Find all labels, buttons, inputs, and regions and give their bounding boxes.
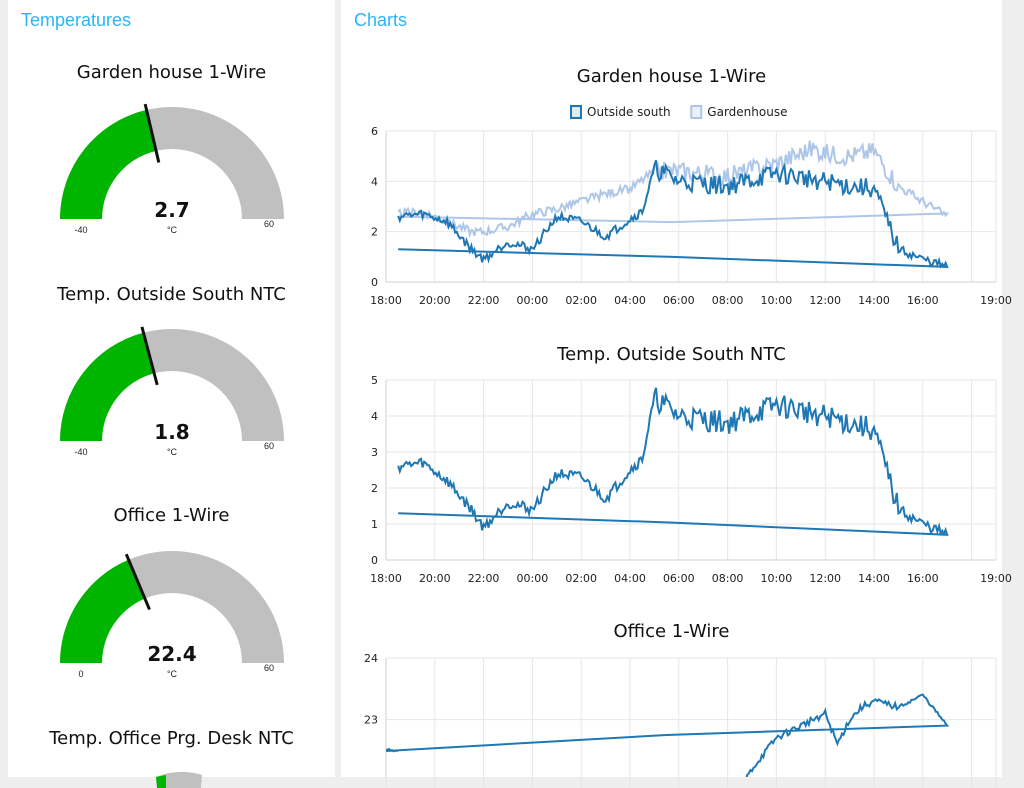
y-tick-label: 4 bbox=[371, 410, 378, 423]
chart-title: Garden house 1-Wire bbox=[576, 66, 767, 87]
legend-label: Outside south bbox=[587, 105, 671, 119]
x-tick-label: 19:00 bbox=[980, 294, 1012, 307]
gauge-min-label: -40 bbox=[74, 447, 87, 457]
y-tick-label: 23 bbox=[364, 714, 378, 727]
x-tick-label: 16:00 bbox=[907, 294, 939, 307]
y-tick-label: 6 bbox=[371, 125, 378, 138]
gauge-value: 2.7 bbox=[154, 198, 189, 222]
series-line bbox=[397, 140, 950, 239]
chart-title: Office 1-Wire bbox=[613, 621, 730, 642]
gauge-unit: °C bbox=[167, 669, 178, 679]
gauge-unit: °C bbox=[167, 225, 178, 235]
y-tick-label: 3 bbox=[371, 446, 378, 459]
temperatures-panel: Temperatures Garden house 1-Wire 2.7 °C -4… bbox=[8, 0, 335, 788]
legend-label: Gardenhouse bbox=[707, 105, 787, 119]
x-tick-label: 20:00 bbox=[419, 572, 451, 585]
temperatures-group-title: Temperatures bbox=[21, 10, 132, 30]
gauge-needle bbox=[140, 326, 159, 386]
legend-swatch bbox=[690, 105, 703, 119]
gauge-max-label: 60 bbox=[264, 441, 274, 451]
series-line bbox=[397, 159, 949, 269]
gauge-needle bbox=[124, 553, 151, 611]
y-tick-label: 5 bbox=[371, 374, 378, 387]
chart-outside-south: 0 1 2 3 4 5 18:00 20:00 22:00 00:00 02:00 04:00 06:0… bbox=[370, 374, 1012, 585]
gauge-min-label: 0 bbox=[78, 669, 83, 679]
chart-title: Temp. Outside South NTC bbox=[557, 344, 786, 365]
y-tick-label: 4 bbox=[371, 175, 378, 188]
x-tick-label: 19:00 bbox=[980, 572, 1012, 585]
gauge-max-label: 60 bbox=[264, 219, 274, 229]
gauge-title: Office 1-Wire bbox=[113, 505, 230, 526]
series-line bbox=[397, 387, 949, 537]
gauge-garden-house: 2.7 °C -40 60 bbox=[60, 103, 284, 235]
x-tick-label: 12:00 bbox=[809, 294, 841, 307]
chart-garden-house: 0 2 4 6 18:00 20:00 22:00 00:00 02:00 04:00 06:00 0… bbox=[370, 105, 1012, 307]
x-tick-label: 00:00 bbox=[517, 572, 549, 585]
x-tick-label: 18:00 bbox=[370, 294, 402, 307]
x-tick-label: 00:00 bbox=[517, 294, 549, 307]
x-tick-label: 04:00 bbox=[614, 294, 646, 307]
gauge-min-label: -40 bbox=[74, 225, 87, 235]
x-tick-label: 08:00 bbox=[712, 572, 744, 585]
gauge-value: 1.8 bbox=[154, 420, 189, 444]
x-tick-label: 22:00 bbox=[468, 294, 500, 307]
chart-office: 23 24 bbox=[364, 652, 997, 788]
x-tick-label: 16:00 bbox=[907, 572, 939, 585]
gauge-office-desk bbox=[156, 772, 202, 788]
gauge-title: Garden house 1-Wire bbox=[76, 62, 267, 83]
x-tick-label: 02:00 bbox=[565, 294, 597, 307]
x-tick-label: 02:00 bbox=[565, 572, 597, 585]
gauge-max-label: 60 bbox=[264, 663, 274, 673]
gauge-outside-south: 1.8 °C -40 60 bbox=[60, 326, 284, 457]
x-tick-label: 14:00 bbox=[858, 294, 890, 307]
gauge-fill bbox=[60, 559, 145, 663]
x-tick-label: 10:00 bbox=[761, 572, 793, 585]
x-tick-label: 10:00 bbox=[761, 294, 793, 307]
gauge-fill bbox=[60, 109, 157, 219]
charts-panel: Charts Garden house 1-Wire 0 2 4 6 18:00 20:0… bbox=[341, 0, 1012, 788]
gauge-title: Temp. Outside South NTC bbox=[57, 284, 286, 305]
x-tick-label: 04:00 bbox=[614, 572, 646, 585]
x-tick-label: 20:00 bbox=[419, 294, 451, 307]
gauge-office: 22.4 °C 0 60 bbox=[60, 551, 284, 679]
y-tick-label: 2 bbox=[371, 226, 378, 239]
series-line bbox=[386, 693, 950, 777]
y-tick-label: 2 bbox=[371, 482, 378, 495]
x-tick-label: 06:00 bbox=[663, 572, 695, 585]
gauge-unit: °C bbox=[167, 447, 178, 457]
x-tick-label: 14:00 bbox=[858, 572, 890, 585]
x-tick-label: 12:00 bbox=[809, 572, 841, 585]
y-tick-label: 0 bbox=[371, 554, 378, 567]
x-tick-label: 06:00 bbox=[663, 294, 695, 307]
x-tick-label: 18:00 bbox=[370, 572, 402, 585]
y-tick-label: 0 bbox=[371, 276, 378, 289]
gauge-needle bbox=[143, 103, 161, 163]
y-tick-label: 24 bbox=[364, 652, 378, 665]
y-tick-label: 1 bbox=[371, 518, 378, 531]
legend-swatch bbox=[570, 105, 582, 119]
gauge-fill bbox=[60, 332, 155, 441]
gauge-title: Temp. Office Prg. Desk NTC bbox=[49, 728, 294, 749]
charts-group-title: Charts bbox=[354, 10, 408, 30]
gauge-value: 22.4 bbox=[147, 642, 196, 666]
x-tick-label: 08:00 bbox=[712, 294, 744, 307]
x-tick-label: 22:00 bbox=[468, 572, 500, 585]
